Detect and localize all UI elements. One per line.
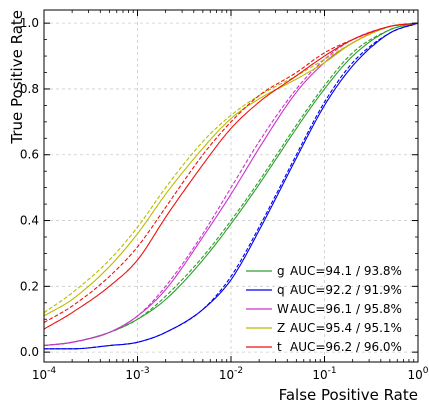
y-tick-label: 0.0 [20,345,39,359]
y-axis-label: True Positive Rate [8,10,26,145]
legend-auc-W: AUC=96.1 / 95.8% [290,302,402,316]
legend-label-g: g [277,264,285,278]
y-tick-label: 0.2 [20,279,39,293]
legend-label-Z: Z [277,321,285,335]
roc-curve-q-dashed [44,22,419,350]
axis-ticks [43,10,419,362]
y-tick-label: 0.6 [20,148,39,162]
legend-auc-q: AUC=92.2 / 91.9% [290,283,402,297]
tick-labels: 0.0 0.2 0.4 0.6 0.8 1.0 10-4 10-3 10-2 10-1 100 [20,16,429,382]
y-tick-label: 0.8 [20,82,39,96]
legend-label-W: W [277,302,289,316]
roc-curve-t-solid [43,22,419,330]
y-tick-label: 1.0 [20,16,39,30]
x-tick-label: 10-1 [312,366,336,382]
legend-auc-g: AUC=94.1 / 93.8% [290,264,402,278]
x-tick-label: 100 [407,366,428,382]
roc-curves [43,22,419,350]
x-tick-label: 10-4 [32,366,57,382]
roc-curve-q-solid [44,22,419,350]
x-axis-label: False Positive Rate [279,386,418,404]
roc-curve-Z-dashed [43,22,419,314]
y-tick-label: 0.4 [20,214,39,228]
legend-label-q: q [277,283,285,297]
roc-curve-t-dashed [43,22,419,323]
legend-auc-t: AUC=96.2 / 96.0% [290,340,402,354]
legend-label-t: t [277,340,282,354]
legend-auc-Z: AUC=95.4 / 95.1% [290,321,402,335]
x-tick-label: 10-3 [125,366,149,382]
x-tick-label: 10-2 [219,366,243,382]
legend: g AUC=94.1 / 93.8%q AUC=92.2 / 91.9%W AUC=9… [246,264,402,354]
